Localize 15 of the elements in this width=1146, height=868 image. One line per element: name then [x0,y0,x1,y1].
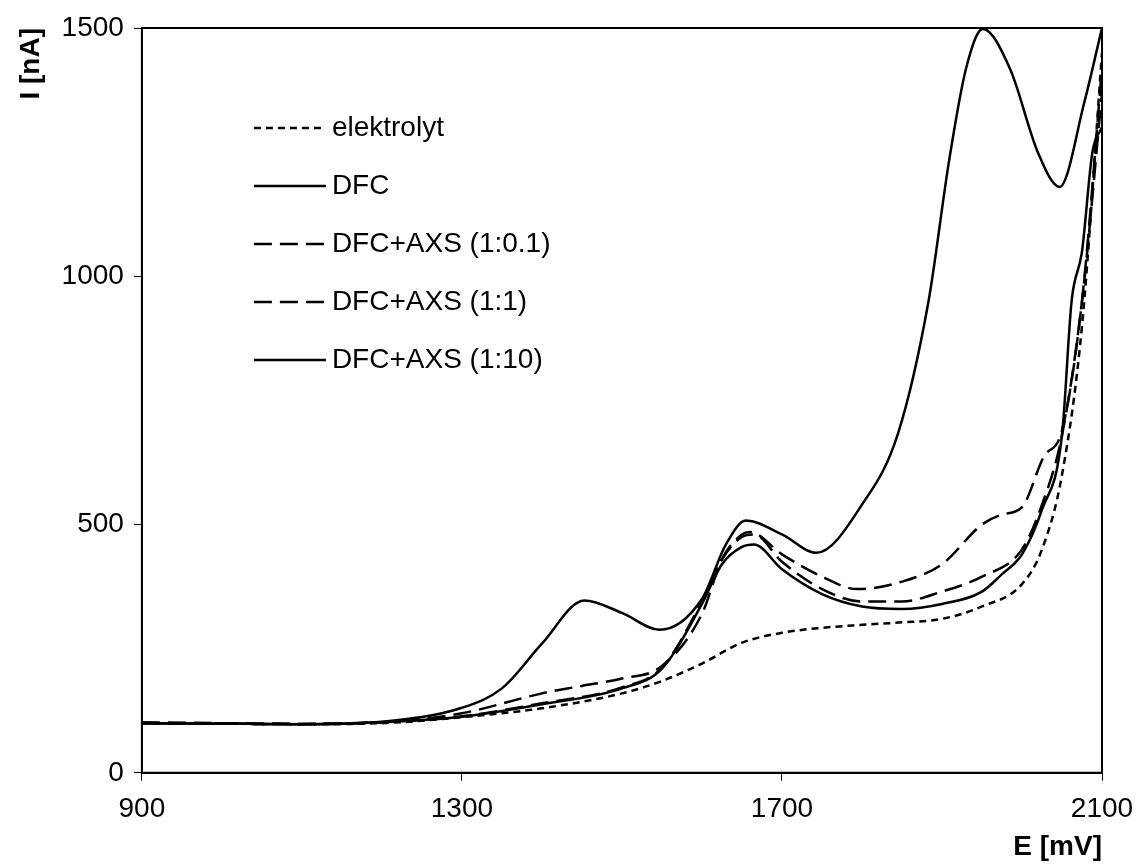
y-tick-label: 500 [77,507,124,539]
y-axis-title: I [nA] [13,28,45,100]
x-tick-label: 2100 [1070,792,1134,824]
legend-label: DFC+AXS (1:1) [331,284,528,316]
x-tick-label: 1700 [750,792,814,824]
y-tick-label: 0 [108,755,124,787]
y-tick-label: 1500 [61,10,124,42]
x-tick-label: 1300 [430,792,494,824]
x-axis-title: E [mV] [1013,829,1102,861]
legend-label: DFC+AXS (1:0.1) [331,226,551,258]
legend-label: DFC+AXS (1:10) [331,342,543,374]
y-tick-label: 1000 [61,258,124,290]
legend-label: DFC [331,168,390,200]
legend-label: elektrolyt [331,110,445,142]
x-tick-label: 900 [118,792,166,824]
